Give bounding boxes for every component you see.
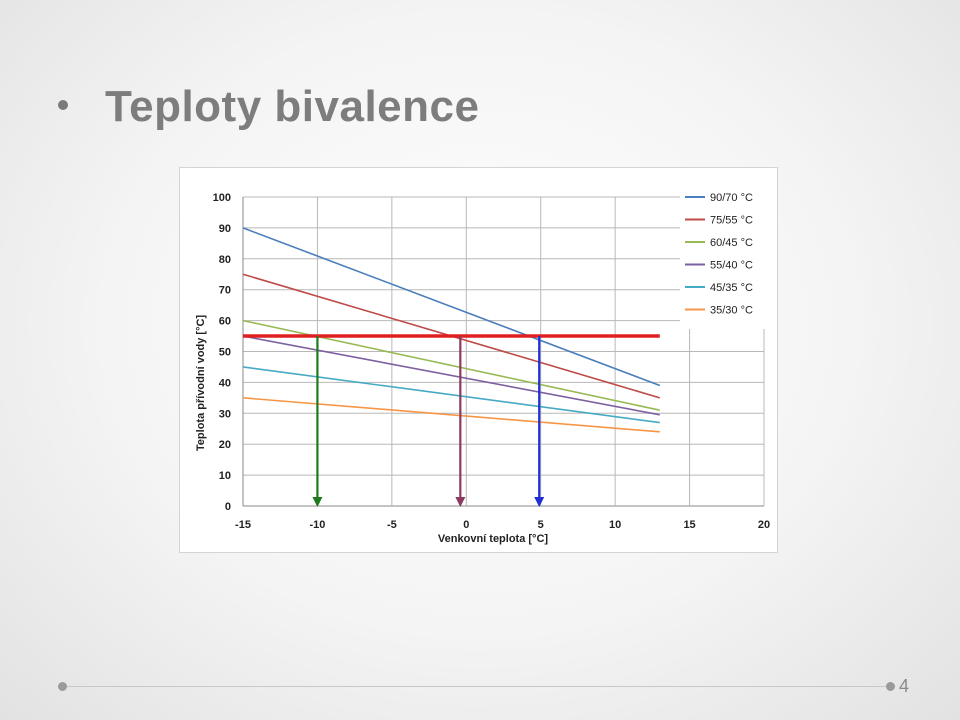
x-tick-label: 10	[609, 519, 621, 531]
arrow-head	[312, 497, 323, 507]
y-tick-label: 50	[219, 347, 231, 359]
legend-label: 35/30 °C	[710, 305, 753, 317]
title-bullet	[58, 100, 68, 110]
y-tick-label: 20	[219, 439, 231, 451]
arrow-head	[455, 497, 466, 507]
chart-legend: 90/70 °C 75/55 °C 60/45 °C 55/40 °C 45/35 °C…	[680, 188, 765, 329]
legend-label: 75/55 °C	[710, 215, 753, 227]
bivalence-chart: 0 10 20 30 40 50 60 70 80 90 100 -15 -10 -5 0 5 10 15 20 9…	[195, 188, 770, 545]
chart-annotations	[243, 334, 660, 507]
page-number: 4	[899, 676, 910, 696]
x-tick-label: -15	[235, 519, 251, 531]
legend-label: 55/40 °C	[710, 260, 753, 272]
legend-box	[680, 188, 765, 329]
x-axis-label: Venkovní teplota [°C]	[438, 533, 548, 545]
series-line	[242, 319, 660, 411]
chart-container: 0 10 20 30 40 50 60 70 80 90 100 -15 -10 -5 0 5 10 15 20 9…	[179, 167, 778, 553]
x-tick-label: -5	[387, 519, 397, 531]
y-tick-label: 0	[225, 501, 231, 513]
arrow-head	[534, 497, 545, 507]
series-line	[242, 335, 660, 416]
x-tick-label: -10	[309, 519, 325, 531]
series-line	[242, 366, 660, 424]
y-tick-label: 80	[219, 254, 231, 266]
x-tick-label: 20	[758, 519, 770, 531]
legend-label: 90/70 °C	[710, 192, 753, 204]
legend-label: 60/45 °C	[710, 237, 753, 249]
y-axis-label: Teplota přívodní vody [°C]	[195, 315, 207, 452]
y-tick-label: 30	[219, 408, 231, 420]
y-tick-label: 90	[219, 223, 231, 235]
x-tick-label: 5	[538, 519, 544, 531]
footer-line	[62, 686, 894, 687]
y-tick-label: 10	[219, 470, 231, 482]
legend-label: 45/35 °C	[710, 282, 753, 294]
footer-dot-right	[886, 682, 895, 691]
series-line	[242, 397, 660, 433]
y-tick-label: 70	[219, 285, 231, 297]
x-tick-label: 0	[463, 519, 469, 531]
x-tick-label: 15	[683, 519, 695, 531]
series-line	[242, 227, 661, 387]
chart-series	[242, 227, 661, 433]
y-tick-label: 60	[219, 316, 231, 328]
chart-axes: 0 10 20 30 40 50 60 70 80 90 100 -15 -10 -5 0 5 10 15 20	[213, 192, 770, 531]
footer-dot-left	[58, 682, 67, 691]
y-tick-label: 40	[219, 377, 231, 389]
slide-title: Teploty bivalence	[105, 82, 480, 131]
y-tick-label: 100	[213, 192, 231, 204]
